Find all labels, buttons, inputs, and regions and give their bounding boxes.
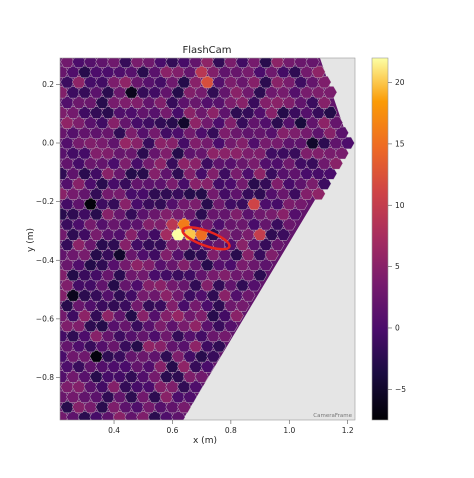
y-tick-label: −0.8 bbox=[36, 373, 54, 382]
x-tick-label: 1.0 bbox=[283, 426, 295, 435]
camera-pixel bbox=[305, 58, 320, 68]
colorbar-tick-label: 20 bbox=[395, 78, 405, 87]
y-tick-label: 0.0 bbox=[42, 139, 54, 148]
y-tick-label: 0.2 bbox=[42, 80, 54, 89]
x-axis-label: x (m) bbox=[193, 436, 217, 446]
colorbar-ticks: −5 0 5 10 15 20 bbox=[388, 78, 406, 394]
y-axis-label: y (m) bbox=[26, 228, 36, 252]
y-tick-label: −0.4 bbox=[36, 256, 54, 265]
chart-title: FlashCam bbox=[182, 45, 231, 56]
x-tick-label: 0.6 bbox=[166, 426, 178, 435]
x-tick-label: 1.2 bbox=[342, 426, 354, 435]
colorbar-frame bbox=[371, 57, 389, 421]
y-tick-label: −0.6 bbox=[36, 314, 54, 323]
x-axis: 0.4 0.6 0.8 1.0 1.2 bbox=[108, 420, 354, 435]
y-axis: 0.2 0.0 −0.2 −0.4 −0.6 −0.8 bbox=[36, 80, 60, 382]
colorbar-tick-label: 10 bbox=[395, 201, 405, 210]
colorbar-tick-label: 5 bbox=[395, 262, 400, 271]
y-tick-label: −0.2 bbox=[36, 197, 54, 206]
axes-frame bbox=[59, 57, 356, 421]
x-tick-label: 0.8 bbox=[225, 426, 237, 435]
colorbar bbox=[372, 58, 388, 420]
hex-pixel-group bbox=[60, 58, 355, 420]
x-tick-label: 0.4 bbox=[108, 426, 120, 435]
colorbar-tick-label: 15 bbox=[395, 139, 405, 148]
colorbar-tick-label: −5 bbox=[395, 385, 406, 394]
colorbar-tick-label: 0 bbox=[395, 323, 400, 332]
camera-pixel-layer bbox=[60, 58, 355, 420]
camera-frame-label: CameraFrame bbox=[313, 413, 352, 419]
hillas-ellipse bbox=[181, 226, 231, 251]
